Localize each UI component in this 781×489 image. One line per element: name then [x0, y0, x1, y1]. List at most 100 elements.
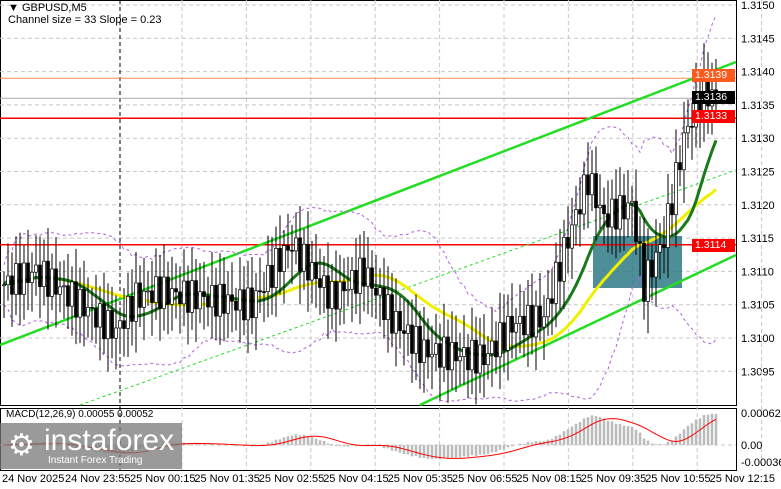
candle	[242, 266, 246, 336]
candle	[282, 230, 286, 304]
candle	[606, 180, 610, 253]
collapse-icon[interactable]: ▼	[8, 2, 22, 14]
candle	[66, 253, 70, 330]
candle	[198, 263, 202, 324]
candle	[334, 250, 338, 342]
bollinger-upper	[3, 14, 717, 313]
candle	[186, 265, 190, 345]
candle	[378, 268, 382, 327]
candle	[498, 292, 502, 390]
candle	[414, 294, 418, 381]
x-tick-label: 25 Nov 01:35	[194, 473, 259, 485]
candle	[326, 242, 330, 339]
candle	[6, 243, 10, 301]
candle	[150, 261, 154, 336]
candle	[478, 317, 482, 393]
candle	[190, 247, 194, 330]
candle	[162, 244, 166, 331]
candle	[510, 283, 514, 359]
candle	[34, 235, 38, 296]
candle	[298, 206, 302, 305]
candle	[98, 286, 102, 361]
candle	[94, 274, 98, 344]
candle	[438, 323, 442, 401]
candle	[686, 99, 690, 149]
candle	[526, 279, 530, 367]
y-tick-label: 1.3120	[741, 200, 775, 212]
logo-name: instaforex	[44, 424, 175, 457]
candle	[506, 294, 510, 381]
candle	[482, 314, 486, 398]
candle	[214, 267, 218, 341]
candle	[406, 299, 410, 357]
x-tick-label: 25 Nov 09:35	[581, 473, 646, 485]
y-tick-label: 1.3095	[741, 366, 775, 378]
candle	[390, 272, 394, 348]
bollinger-lower	[3, 272, 717, 403]
candle	[642, 217, 646, 320]
price-tag-support: 1.3114	[692, 239, 735, 252]
candle	[566, 206, 570, 274]
candle	[658, 223, 662, 280]
candle	[358, 234, 362, 325]
candle	[122, 288, 126, 357]
candle	[310, 240, 314, 304]
candle	[18, 232, 22, 326]
y-tick-label: 1.3130	[741, 133, 775, 145]
y-tick-label: 1.3105	[741, 300, 775, 312]
y-tick-label: 1.3115	[741, 233, 774, 245]
x-tick-label: 25 Nov 05:35	[388, 473, 453, 485]
candle	[342, 258, 346, 325]
candle	[14, 236, 18, 316]
candle	[318, 248, 322, 315]
candle	[70, 266, 74, 336]
candle	[650, 244, 654, 301]
candle	[290, 224, 294, 285]
candle	[38, 236, 42, 319]
candle	[454, 315, 458, 393]
candle	[502, 294, 506, 373]
candle	[262, 271, 266, 323]
candle	[146, 271, 150, 306]
candle	[558, 228, 562, 311]
price-tag-current: 1.3136	[692, 91, 735, 104]
candle	[302, 228, 306, 290]
candle	[166, 261, 170, 335]
candle	[158, 255, 162, 341]
candle	[50, 253, 54, 311]
candle	[586, 142, 590, 229]
candle	[178, 266, 182, 334]
candle	[130, 269, 134, 346]
candle	[58, 261, 62, 313]
candle	[654, 219, 658, 307]
candle	[270, 236, 274, 315]
candle	[46, 228, 50, 330]
y-tick-label: 1.3125	[741, 167, 775, 179]
candle	[170, 256, 174, 331]
y-tick-label: 1.3110	[741, 266, 774, 278]
candle	[346, 256, 350, 307]
candle	[102, 272, 106, 354]
candle	[174, 263, 178, 319]
candle	[210, 252, 214, 339]
candle	[666, 173, 670, 279]
candle	[370, 250, 374, 318]
x-tick-label: 25 Nov 10:55	[645, 473, 710, 485]
channel-label: Channel size = 33 Slope = 0.23	[8, 14, 162, 26]
candle	[582, 161, 586, 230]
macd-tick-label: -0.00036	[741, 457, 781, 469]
y-tick-label: 1.3150	[741, 0, 775, 12]
y-tick-label: 1.3145	[741, 33, 775, 45]
candle	[126, 272, 130, 358]
candle	[678, 145, 682, 187]
candle	[442, 303, 446, 383]
candle	[554, 242, 558, 328]
candle	[446, 319, 450, 403]
candle	[470, 307, 474, 395]
candle	[630, 185, 634, 237]
logo-icon: ⚙	[8, 429, 35, 462]
candle	[602, 187, 606, 245]
candle	[138, 265, 142, 327]
candle	[450, 311, 454, 390]
